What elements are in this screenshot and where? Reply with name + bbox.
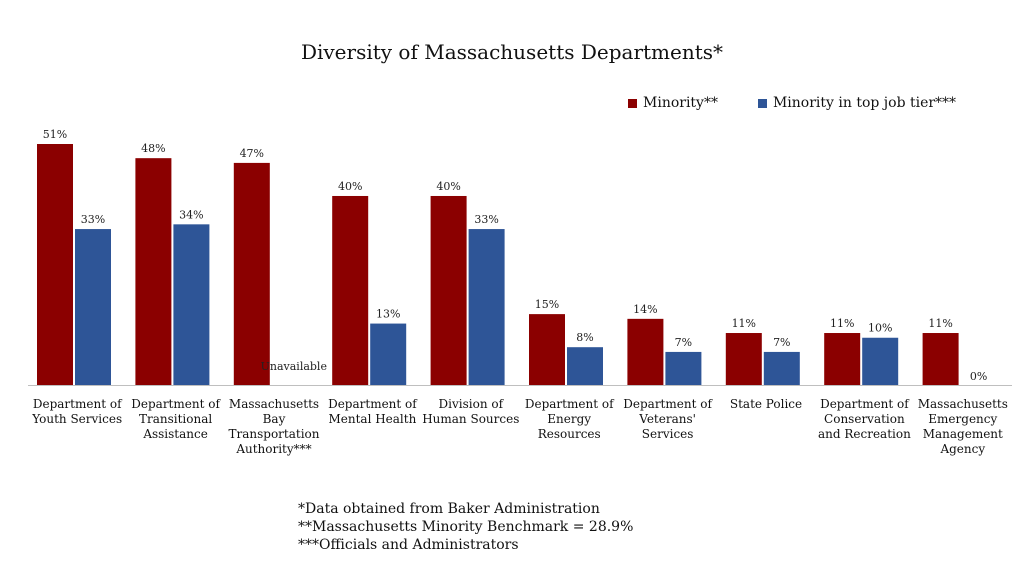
bar-minority-8 — [824, 333, 861, 385]
category-label-line: Department of — [623, 397, 713, 411]
data-label-minority-4: 40% — [436, 180, 460, 193]
bar-top-tier-6 — [665, 351, 702, 385]
bar-top-tier-3 — [370, 323, 407, 385]
chart-title: Diversity of Massachusetts Departments* — [300, 40, 724, 64]
category-label-line: Bay — [263, 412, 286, 426]
data-label-minority-0: 51% — [43, 128, 67, 141]
category-label-line: Department of — [820, 397, 910, 411]
data-label-top-tier-6: 7% — [675, 336, 692, 349]
data-label-minority-7: 11% — [732, 317, 756, 330]
category-label-line: Transportation — [228, 427, 319, 441]
legend-swatch-top-tier — [757, 98, 767, 108]
category-label-2: Massachusetts Bay Transportation Authority*… — [228, 397, 319, 456]
bar-top-tier-4 — [468, 229, 505, 385]
data-label-minority-6: 14% — [633, 303, 657, 316]
category-label-8: Department of Conservation and Recreation — [818, 397, 911, 441]
category-label-line: Services — [642, 427, 694, 441]
bar-minority-2 — [233, 162, 270, 385]
category-label-line: Resources — [538, 427, 601, 441]
category-label-line: Department of — [525, 397, 615, 411]
bar-top-tier-5 — [567, 347, 603, 385]
category-label-3: Department of Mental Health — [328, 397, 418, 426]
bar-minority-9 — [922, 333, 959, 385]
category-label-line: State Police — [730, 397, 802, 411]
bar-top-tier-0 — [75, 229, 111, 385]
data-label-minority-3: 40% — [338, 180, 362, 193]
legend-item-minority: Minority** — [628, 95, 718, 111]
category-label-line: Emergency — [928, 412, 997, 426]
bar-top-tier-7 — [763, 351, 800, 385]
category-label-line: Assistance — [142, 427, 208, 441]
footnotes: *Data obtained from Baker Administration… — [298, 500, 633, 554]
data-label-top-tier-7: 7% — [773, 336, 790, 349]
bar-top-tier-1 — [173, 224, 210, 385]
data-label-top-tier-4: 33% — [474, 213, 498, 226]
legend-swatch-minority — [628, 98, 637, 108]
data-label-minority-5: 15% — [535, 298, 559, 311]
category-label-line: and Recreation — [818, 427, 911, 441]
bar-minority-7 — [725, 333, 762, 385]
category-label-line: Youth Services — [31, 412, 122, 426]
footnote-3: ***Officials and Administrators — [298, 537, 519, 553]
category-label-5: Department of Energy Resources — [525, 397, 615, 441]
data-label-top-tier-3: 13% — [376, 308, 400, 321]
category-label-0: Department of Youth Services — [31, 397, 123, 426]
data-label-top-tier-0: 33% — [81, 213, 105, 226]
category-label-4: Division of Human Sources — [422, 397, 519, 426]
bar-minority-4 — [430, 195, 467, 385]
bar-minority-3 — [332, 195, 369, 385]
category-label-line: Department of — [131, 397, 221, 411]
category-label-line: Energy — [547, 412, 591, 426]
bar-minority-0 — [37, 144, 73, 385]
category-label-line: Authority*** — [235, 442, 311, 456]
data-label-top-tier-9: 0% — [970, 370, 987, 383]
category-label-1: Department of Transitional Assistance — [131, 397, 221, 441]
category-label-line: Massachusetts — [229, 397, 319, 411]
bar-minority-1 — [135, 158, 172, 385]
data-label-top-tier-5: 8% — [576, 331, 593, 344]
category-label-line: Department of — [33, 397, 123, 411]
bar-top-tier-8 — [862, 337, 899, 385]
category-label-line: Management — [923, 427, 1003, 441]
data-label-top-tier-2: Unavailable — [261, 360, 327, 373]
category-label-line: Conservation — [824, 412, 905, 426]
category-label-line: Agency — [939, 442, 985, 456]
category-label-9: Massachusetts Emergency Management Agency — [918, 397, 1008, 456]
bar-minority-5 — [529, 314, 565, 385]
footnote-2: **Massachusetts Minority Benchmark = 28.… — [298, 519, 634, 535]
data-label-minority-8: 11% — [830, 317, 854, 330]
data-label-minority-2: 47% — [240, 147, 264, 160]
data-label-minority-1: 48% — [141, 142, 165, 155]
legend-item-top-tier: Minority in top job tier*** — [757, 95, 957, 111]
category-label-line: Veterans' — [638, 412, 696, 426]
data-label-minority-9: 11% — [928, 317, 952, 330]
category-label-6: Department of Veterans' Services — [623, 397, 713, 441]
category-label-7: State Police — [730, 397, 802, 411]
category-label-line: Human Sources — [422, 412, 519, 426]
category-label-line: Massachusetts — [918, 397, 1008, 411]
data-label-top-tier-1: 34% — [179, 208, 203, 221]
category-label-line: Department of — [328, 397, 418, 411]
legend-label-top-tier: Minority in top job tier*** — [772, 95, 957, 111]
category-label-line: Transitional — [139, 412, 212, 426]
footnote-1: *Data obtained from Baker Administration — [298, 501, 600, 517]
category-label-line: Division of — [439, 397, 505, 411]
bar-minority-6 — [627, 318, 664, 385]
data-label-top-tier-8: 10% — [868, 322, 892, 335]
legend-label-minority: Minority** — [643, 95, 718, 111]
legend: Minority** Minority in top job tier*** — [628, 95, 956, 111]
category-label-line: Mental Health — [328, 412, 416, 426]
